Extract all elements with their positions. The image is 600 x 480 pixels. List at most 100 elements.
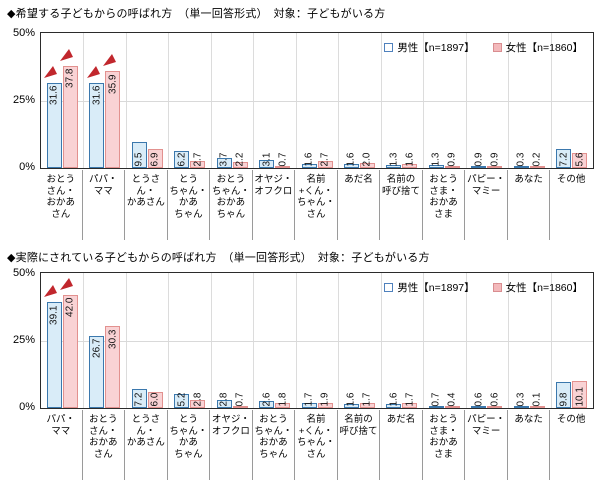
bar-value-label: 1.3: [430, 152, 442, 166]
bar-male-10: [471, 406, 487, 408]
bar-value-label: 35.9: [107, 74, 119, 94]
legend-female-label: 女性【n=1860】: [505, 42, 583, 54]
bar-male-4: [216, 158, 232, 168]
bar-female-11: [529, 406, 545, 408]
bar-value-label: 7.2: [558, 152, 570, 166]
bar-male-12: [556, 148, 572, 168]
bar-value-label: 42.0: [64, 297, 76, 318]
bar-value-label: 7.2: [133, 392, 145, 406]
bar-male-10: [471, 165, 487, 168]
bar-female-2: [147, 391, 163, 408]
legend-female-marker-icon: [492, 283, 502, 292]
bar-value-label: 0.9: [446, 152, 458, 166]
bar-female-8: [402, 163, 418, 168]
bar-male-2: [131, 142, 147, 168]
highlight-arrow-icon: [43, 65, 58, 79]
bar-female-6: [317, 160, 333, 168]
y-tick-0: 0%: [19, 161, 35, 173]
bar-female-8: [402, 403, 418, 408]
legend: 男性【n=1897】 女性【n=1860】: [384, 280, 583, 295]
bar-female-1: [105, 71, 121, 168]
bar-value-label: 1.6: [303, 152, 315, 166]
bar-female-0: [62, 294, 78, 408]
bar-male-7: [343, 163, 359, 168]
bar-value-label: 1.6: [345, 152, 357, 166]
bar-male-2: [131, 388, 147, 408]
bar-male-11: [513, 166, 529, 168]
bar-male-6: [301, 403, 317, 408]
bar-value-label: 26.7: [91, 338, 103, 359]
bar-female-12: [572, 380, 588, 408]
bar-value-label: 2.2: [234, 152, 246, 166]
category-axis-desired: おとう さん・ おかあ さん パパ・ ママ とうさん・ かあさん とう ちゃん・ かあ…: [40, 170, 592, 240]
bar-value-label: 6.0: [149, 392, 161, 406]
category-label-8: あだ名: [379, 410, 422, 480]
category-label-10: パピー・ マミー: [464, 170, 507, 240]
legend-female-marker-icon: [492, 43, 502, 52]
legend-male-label: 男性【n=1897】: [397, 42, 475, 54]
category-label-8: 名前の 呼び捨て: [379, 170, 422, 240]
bar-female-0: [62, 65, 78, 168]
bar-female-2: [147, 149, 163, 168]
bar-male-5: [259, 159, 275, 168]
bar-male-12: [556, 381, 572, 408]
bar-female-11: [529, 166, 545, 168]
bar-value-label: 31.6: [91, 85, 103, 106]
bar-value-label: 0.3: [515, 152, 527, 166]
category-label-2: とうさん・ かあさん: [124, 410, 167, 480]
bar-value-label: 2.0: [361, 152, 373, 166]
bar-value-label: 0.6: [473, 392, 485, 406]
category-label-0: おとう さん・ おかあ さん: [46, 174, 76, 220]
bar-female-1: [105, 326, 121, 408]
bar-female-10: [487, 406, 503, 408]
category-label-4: おとう ちゃん・ おかあ ちゃん: [209, 170, 252, 240]
category-label-6: 名前 +くん・ ちゃん・ さん: [294, 410, 337, 480]
y-tick-25: 25%: [12, 334, 35, 346]
bar-female-7: [359, 162, 375, 168]
bar-value-label: 0.4: [446, 392, 458, 406]
bar-value-label: 3.7: [218, 152, 230, 166]
bar-value-label: 2.7: [192, 152, 204, 166]
bar-value-label: 2.8: [218, 392, 230, 406]
bar-female-5: [275, 403, 291, 408]
highlight-arrow-icon: [59, 48, 74, 62]
highlight-arrow-icon: [59, 277, 74, 291]
bar-value-label: 10.1: [574, 386, 586, 406]
bar-female-9: [444, 165, 460, 168]
bar-male-9: [428, 164, 444, 168]
y-tick-50: 50%: [12, 27, 35, 39]
category-label-3: とう ちゃん・ かあ ちゃん: [166, 170, 210, 240]
bar-value-label: 6.2: [176, 152, 188, 166]
bar-value-label: 5.6: [574, 152, 586, 166]
bar-male-1: [89, 82, 105, 168]
bar-value-label: 1.6: [345, 392, 357, 406]
category-label-9: おとう さま・ おかあ さま: [421, 170, 465, 240]
bar-female-5: [275, 166, 291, 168]
bar-male-4: [216, 400, 232, 408]
category-label-3: とう ちゃん・ かあ ちゃん: [166, 410, 210, 480]
category-label-1: おとう さん・ おかあ さん: [81, 410, 125, 480]
bar-female-6: [317, 402, 333, 408]
highlight-arrow-icon: [43, 284, 58, 298]
category-label-7: あだ名: [336, 170, 380, 240]
legend-female-label: 女性【n=1860】: [505, 282, 583, 294]
bar-male-0: [46, 82, 62, 168]
legend-male-label: 男性【n=1897】: [397, 282, 475, 294]
bar-value-label: 0.9: [473, 152, 485, 166]
category-label-12: その他: [549, 170, 592, 240]
category-label-11: あなた: [506, 410, 550, 480]
bar-value-label: 9.5: [133, 152, 145, 166]
bar-value-label: 0.1: [531, 392, 543, 406]
chart-desired-title: ◆希望する子どもからの呼ばれ方 （単一回答形式） 対象：子どもがいる方: [7, 8, 386, 20]
bar-value-label: 0.3: [515, 392, 527, 406]
bar-value-label: 2.6: [261, 392, 273, 406]
bar-value-label: 3.1: [261, 152, 273, 166]
bar-value-label: 9.8: [558, 392, 570, 406]
category-label-2: とうさん・ かあさん: [124, 170, 167, 240]
bar-value-label: 1.7: [303, 392, 315, 406]
bar-value-label: 2.8: [192, 392, 204, 406]
bar-male-9: [428, 406, 444, 408]
bar-female-9: [444, 406, 460, 408]
bar-value-label: 0.7: [234, 392, 246, 406]
bar-value-label: 6.9: [149, 152, 161, 166]
